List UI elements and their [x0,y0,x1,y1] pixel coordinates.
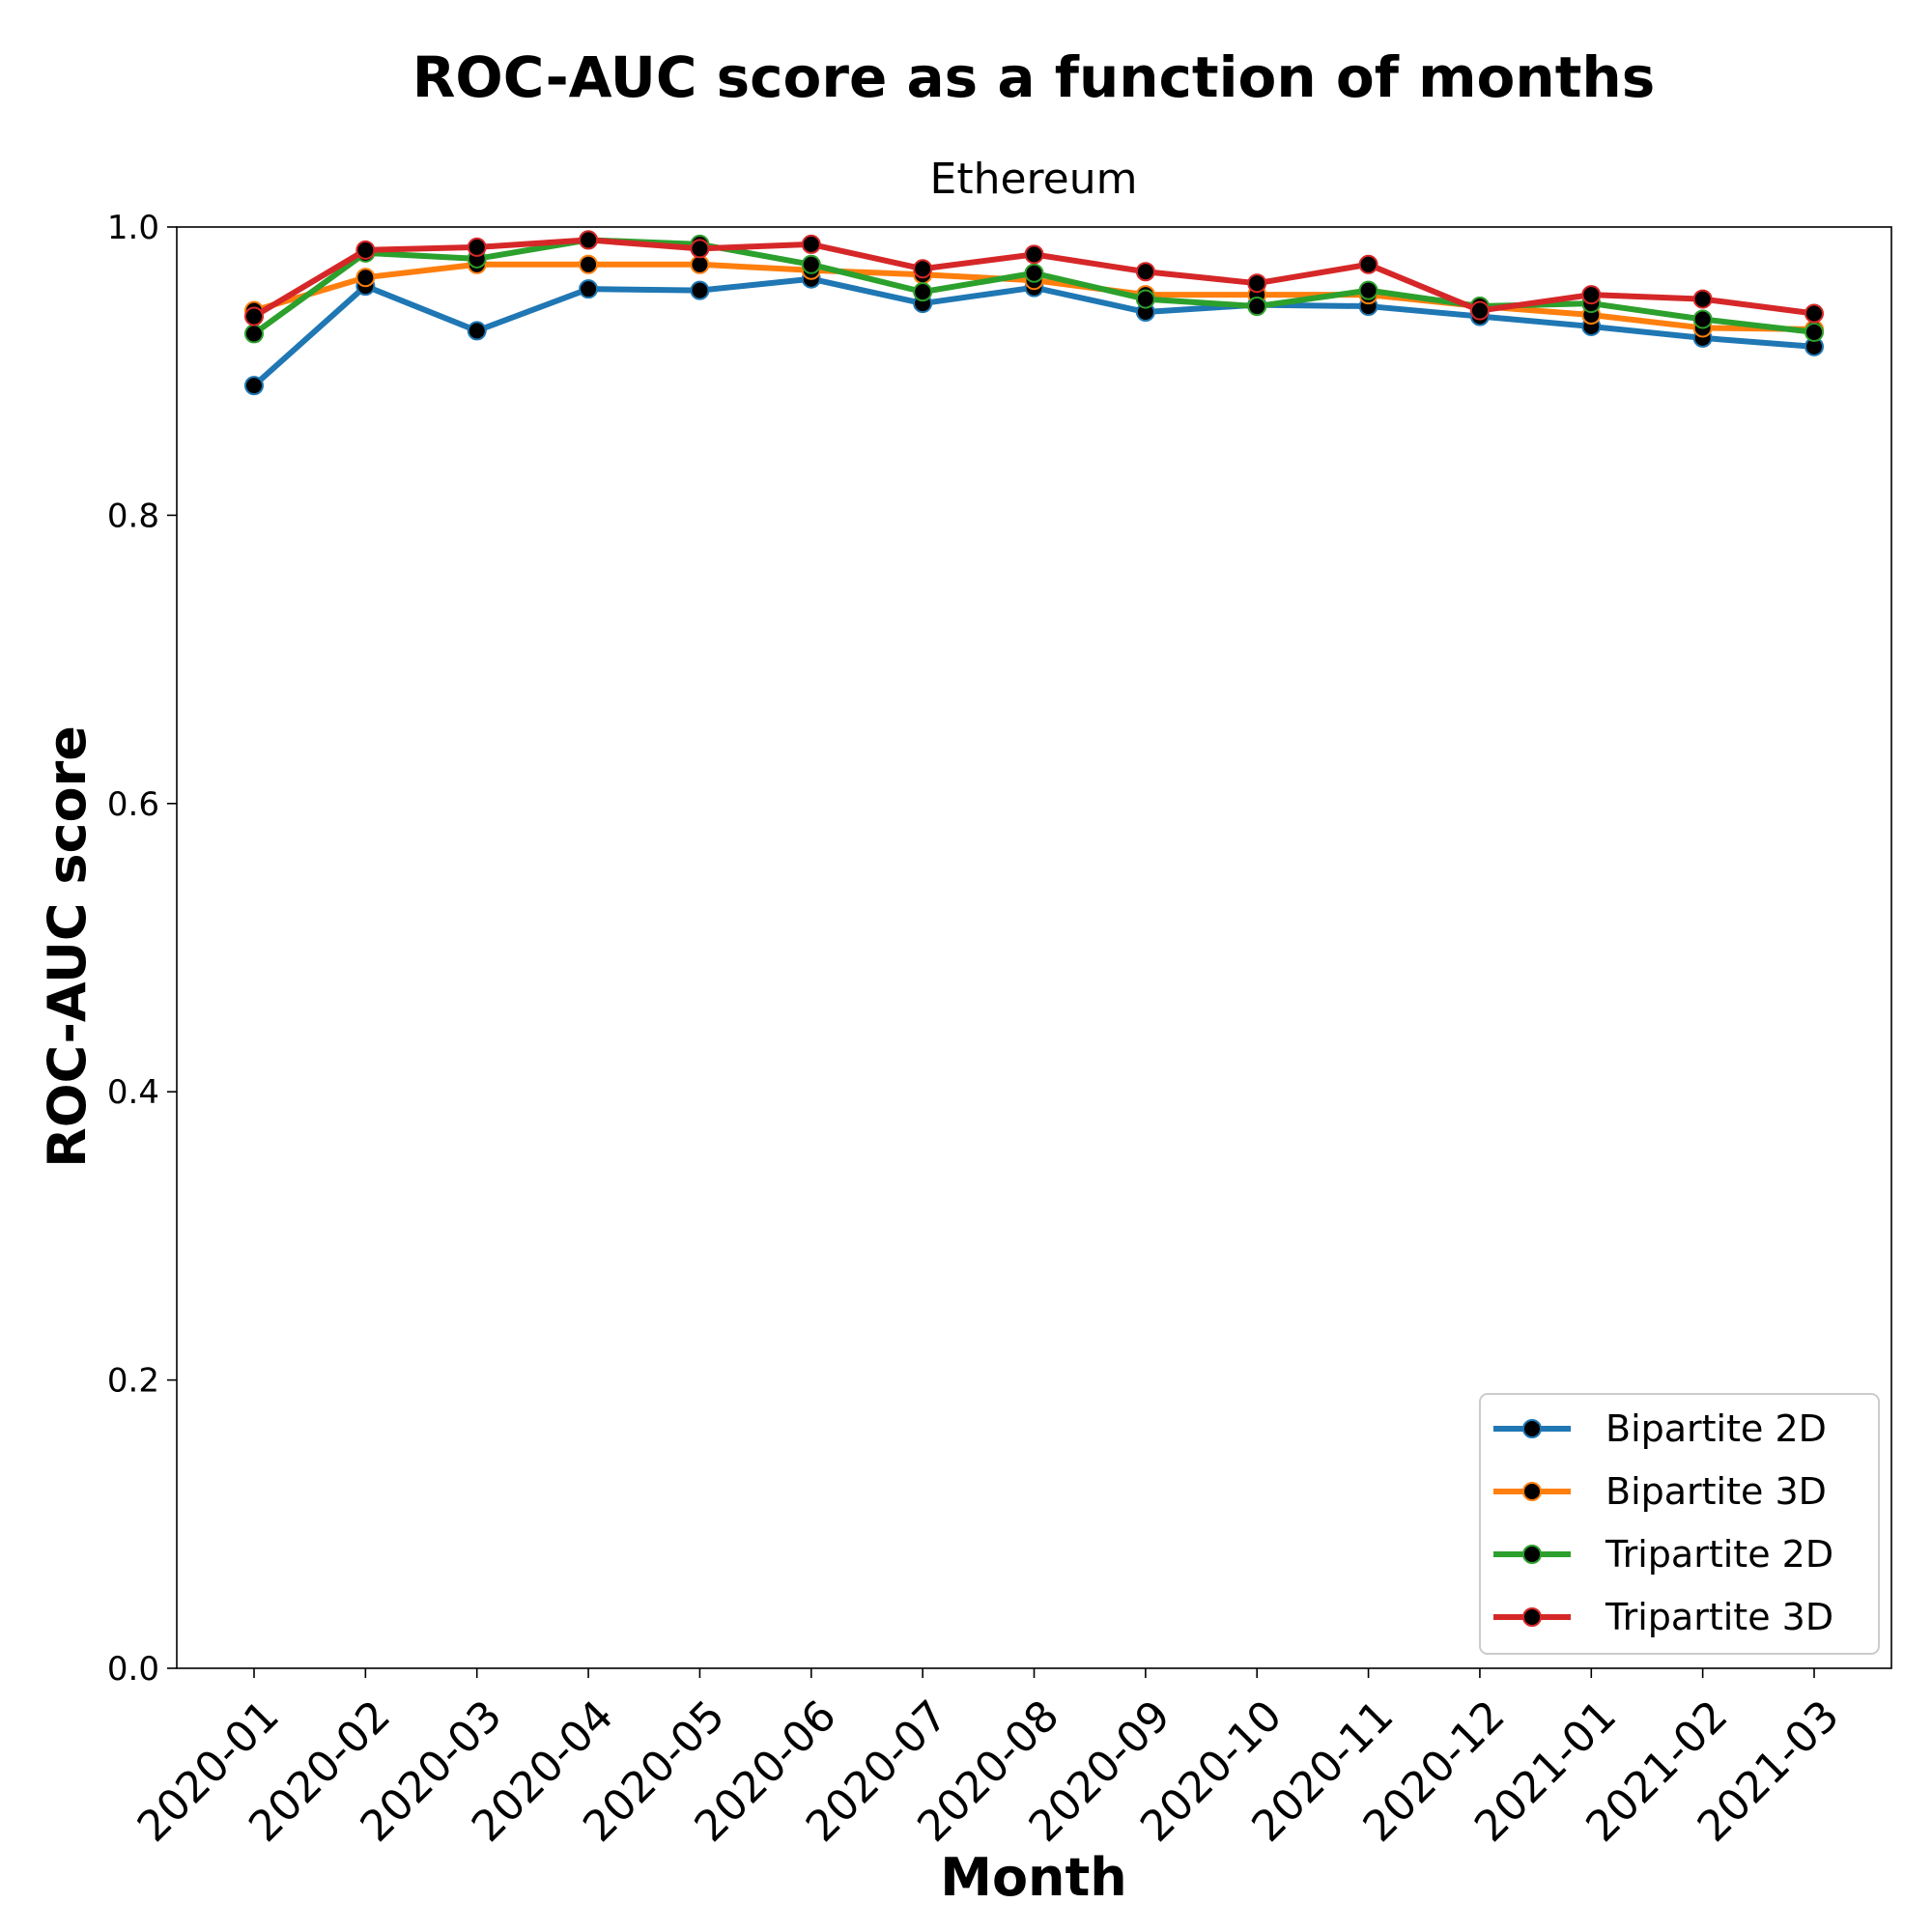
data-point [1804,322,1824,342]
legend-swatch-marker [1522,1545,1542,1564]
data-point [1135,262,1155,282]
legend-label: Tripartite 2D [1605,1533,1833,1576]
legend-item: Tripartite 3D [1493,1596,1833,1638]
data-point [579,254,599,274]
chart-title: ROC-AUC score as a function of months [412,44,1655,110]
data-point [467,237,487,257]
data-point [579,279,599,299]
legend-box [1479,1393,1880,1655]
legend-label: Tripartite 3D [1605,1596,1833,1638]
data-point [913,282,933,302]
data-point [1581,285,1602,305]
data-point [579,230,599,250]
data-point [690,254,710,274]
data-point [690,239,710,259]
data-point [355,268,376,288]
data-point [1692,289,1713,309]
y-tick-label: 0.8 [107,497,159,535]
data-point [1692,309,1713,329]
data-point [355,240,376,260]
data-point [1135,289,1155,309]
data-point [690,280,710,300]
y-tick-label: 0.2 [107,1362,159,1401]
data-point [1358,280,1378,300]
data-point [801,234,821,254]
data-point [467,321,487,341]
y-tick-label: 0.0 [107,1650,159,1689]
data-point [244,324,264,344]
legend-label: Bipartite 3D [1605,1470,1827,1513]
chart-subtitle: Ethereum [930,155,1138,204]
legend-item: Bipartite 2D [1493,1407,1827,1450]
data-point [1358,254,1378,274]
data-point [1247,273,1267,294]
data-point [1024,244,1044,265]
legend-swatch-marker [1522,1607,1542,1627]
data-point [1247,297,1267,317]
legend-item: Bipartite 3D [1493,1470,1827,1513]
legend: Bipartite 2D Bipartite 3D Tripartite 2D Tri… [1479,1393,1880,1655]
series-tripartite-3d [244,230,1824,327]
y-tick-label: 0.4 [107,1073,159,1112]
legend-label: Bipartite 2D [1605,1407,1827,1450]
x-axis-label: Month [940,1847,1127,1908]
data-point [244,376,264,396]
data-point [1804,303,1824,324]
y-tick-label: 0.6 [107,785,159,824]
data-point [1024,263,1044,283]
legend-swatch-marker [1522,1419,1542,1438]
data-point [244,306,264,327]
y-axis-label: ROC-AUC score [37,725,98,1168]
data-point [1469,300,1490,321]
legend-swatch-marker [1522,1482,1542,1501]
y-tick-label: 1.0 [107,209,159,247]
data-point [913,259,933,279]
legend-item: Tripartite 2D [1493,1533,1833,1576]
data-point [801,254,821,274]
